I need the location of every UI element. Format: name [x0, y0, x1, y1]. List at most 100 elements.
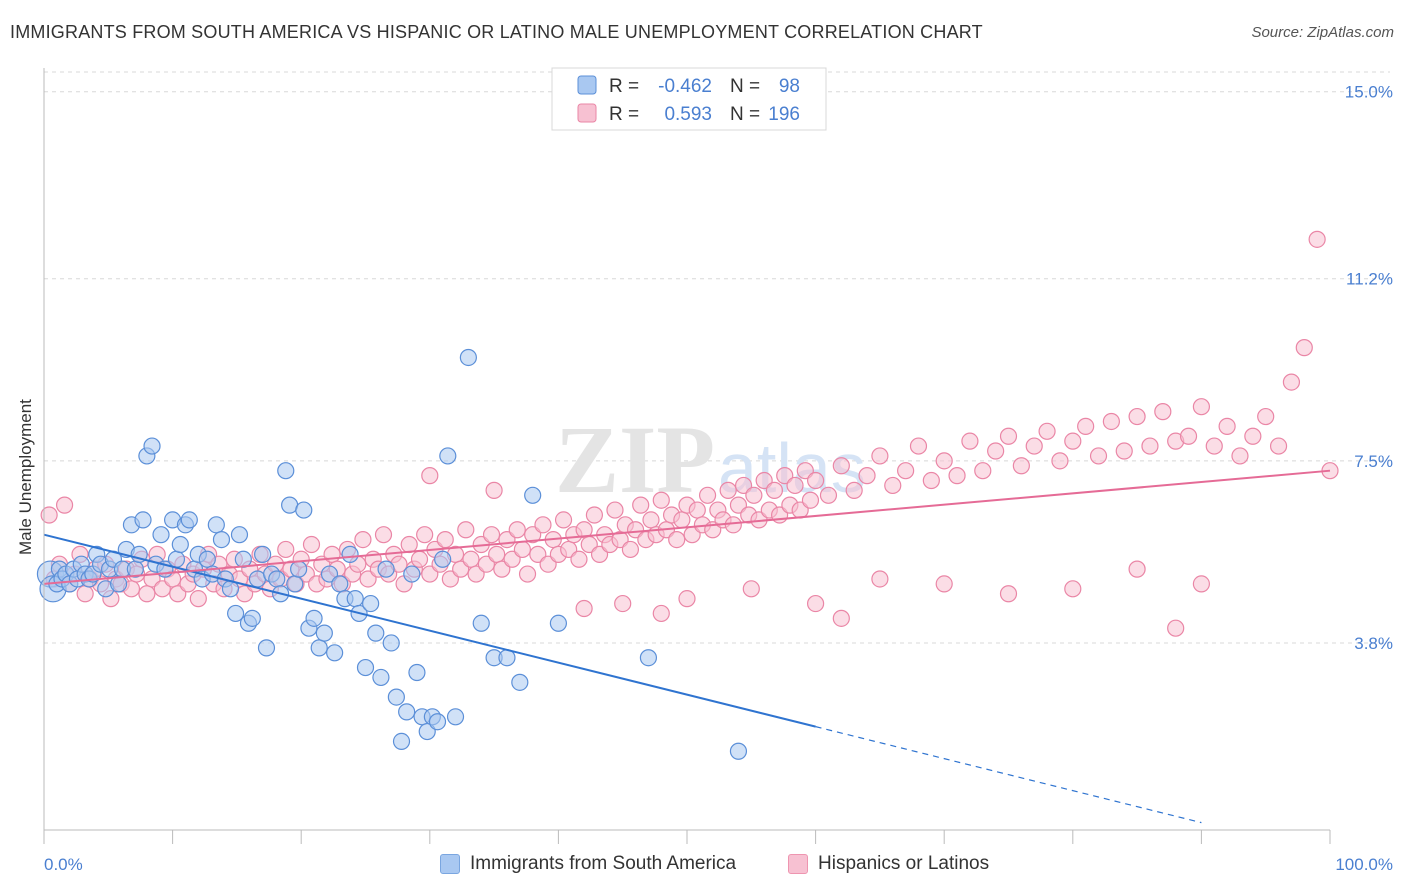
point-south-america — [212, 530, 231, 549]
point-hispanic — [1192, 575, 1211, 593]
point-hispanic — [801, 491, 820, 509]
point-hispanic — [575, 599, 593, 618]
point-south-america — [428, 713, 447, 731]
point-hispanic — [1179, 427, 1198, 445]
point-south-america — [356, 658, 375, 677]
point-south-america — [511, 673, 529, 691]
point-south-america — [398, 703, 416, 721]
point-hispanic — [76, 585, 94, 603]
legend-n-label: N = — [730, 104, 760, 125]
legend-n-value: 196 — [768, 104, 800, 125]
point-hispanic — [462, 550, 480, 568]
point-hispanic — [819, 486, 838, 504]
legend-n-label: N = — [730, 76, 760, 97]
point-hispanic — [1205, 437, 1223, 455]
point-hispanic — [1244, 427, 1262, 445]
y-tick-label: 3.8% — [1354, 634, 1393, 653]
legend-label-hispanics: Hispanics or Latinos — [818, 853, 990, 874]
chart-title: IMMIGRANTS FROM SOUTH AMERICA VS HISPANI… — [10, 22, 983, 42]
point-hispanic — [410, 550, 429, 568]
point-hispanic — [1128, 560, 1146, 578]
trend-lines — [43, 469, 1331, 824]
point-hispanic — [786, 476, 804, 495]
point-hispanic — [678, 590, 696, 608]
point-hispanic — [858, 467, 876, 485]
point-hispanic — [832, 609, 850, 627]
point-hispanic — [606, 501, 624, 519]
point-south-america — [341, 545, 359, 563]
legend-swatch-pink — [577, 103, 597, 123]
point-hispanic — [642, 511, 660, 529]
point-hispanic — [897, 462, 915, 480]
point-hispanic — [277, 540, 295, 559]
correlation-legend-box — [551, 67, 827, 131]
point-hispanic — [1038, 422, 1056, 440]
point-south-america — [729, 742, 748, 760]
point-south-america — [326, 644, 344, 662]
point-south-america — [277, 462, 295, 480]
point-south-america — [639, 649, 658, 667]
point-south-america — [446, 708, 465, 726]
point-hispanic — [585, 506, 604, 524]
point-hispanic — [421, 467, 439, 485]
legend-label-south-america: Immigrants from South America — [470, 853, 737, 874]
point-hispanic — [987, 442, 1005, 460]
point-hispanic — [935, 452, 953, 470]
point-south-america — [305, 609, 323, 627]
point-south-america — [310, 639, 328, 657]
point-south-america — [387, 688, 405, 706]
x-tick-label: 100.0% — [1335, 855, 1393, 874]
point-south-america — [230, 526, 249, 544]
axes — [43, 68, 1331, 844]
point-hispanic — [999, 427, 1018, 445]
point-south-america — [198, 550, 216, 568]
legend-item-hispanics: Hispanics or Latinos — [788, 853, 989, 875]
point-hispanic — [488, 545, 506, 563]
legend-r-label: R = — [609, 76, 639, 97]
point-south-america — [254, 545, 272, 563]
point-hispanic — [554, 511, 573, 529]
point-hispanic — [416, 526, 434, 544]
trend-line-south-america-extension — [815, 726, 1202, 824]
point-hispanic — [55, 496, 74, 514]
point-hispanic — [138, 585, 156, 603]
point-hispanic — [673, 511, 691, 529]
point-hispanic — [1231, 447, 1249, 465]
point-hispanic — [400, 535, 418, 554]
point-hispanic — [436, 530, 454, 549]
point-south-america — [524, 486, 542, 504]
x-tick-label: 0.0% — [44, 855, 83, 874]
correlation-legend: R = -0.462 N = 98 R = 0.593 N = 196 — [551, 67, 827, 131]
source-label: Source: ZipAtlas.com — [1251, 24, 1394, 41]
point-hispanic — [354, 530, 372, 549]
point-south-america — [346, 590, 364, 608]
y-axis-label: Male Unemployment — [16, 399, 35, 555]
point-hispanic — [1167, 619, 1185, 637]
point-hispanic — [534, 516, 552, 534]
point-hispanic — [614, 594, 632, 613]
data-points — [36, 230, 1339, 760]
point-hispanic — [189, 590, 207, 608]
point-hispanic — [1282, 373, 1301, 391]
point-hispanic — [719, 481, 737, 499]
point-south-america — [171, 535, 189, 554]
point-hispanic — [1012, 457, 1030, 475]
point-south-america — [472, 614, 490, 632]
point-south-america — [331, 575, 349, 593]
point-south-america — [227, 604, 245, 623]
legend-r-label: R = — [609, 104, 639, 125]
point-hispanic — [570, 550, 588, 568]
point-south-america — [434, 550, 452, 568]
point-hispanic — [652, 491, 670, 509]
legend-n-value: 98 — [779, 76, 800, 97]
trend-line-south-america — [43, 533, 816, 728]
point-hispanic — [1308, 230, 1326, 248]
point-hispanic — [1141, 437, 1159, 455]
legend-item-south-america: Immigrants from South America — [440, 853, 736, 875]
point-hispanic — [668, 530, 686, 549]
point-hispanic — [1064, 580, 1082, 598]
y-tick-label: 15.0% — [1345, 83, 1393, 102]
point-hispanic — [742, 580, 760, 598]
point-hispanic — [518, 565, 537, 583]
